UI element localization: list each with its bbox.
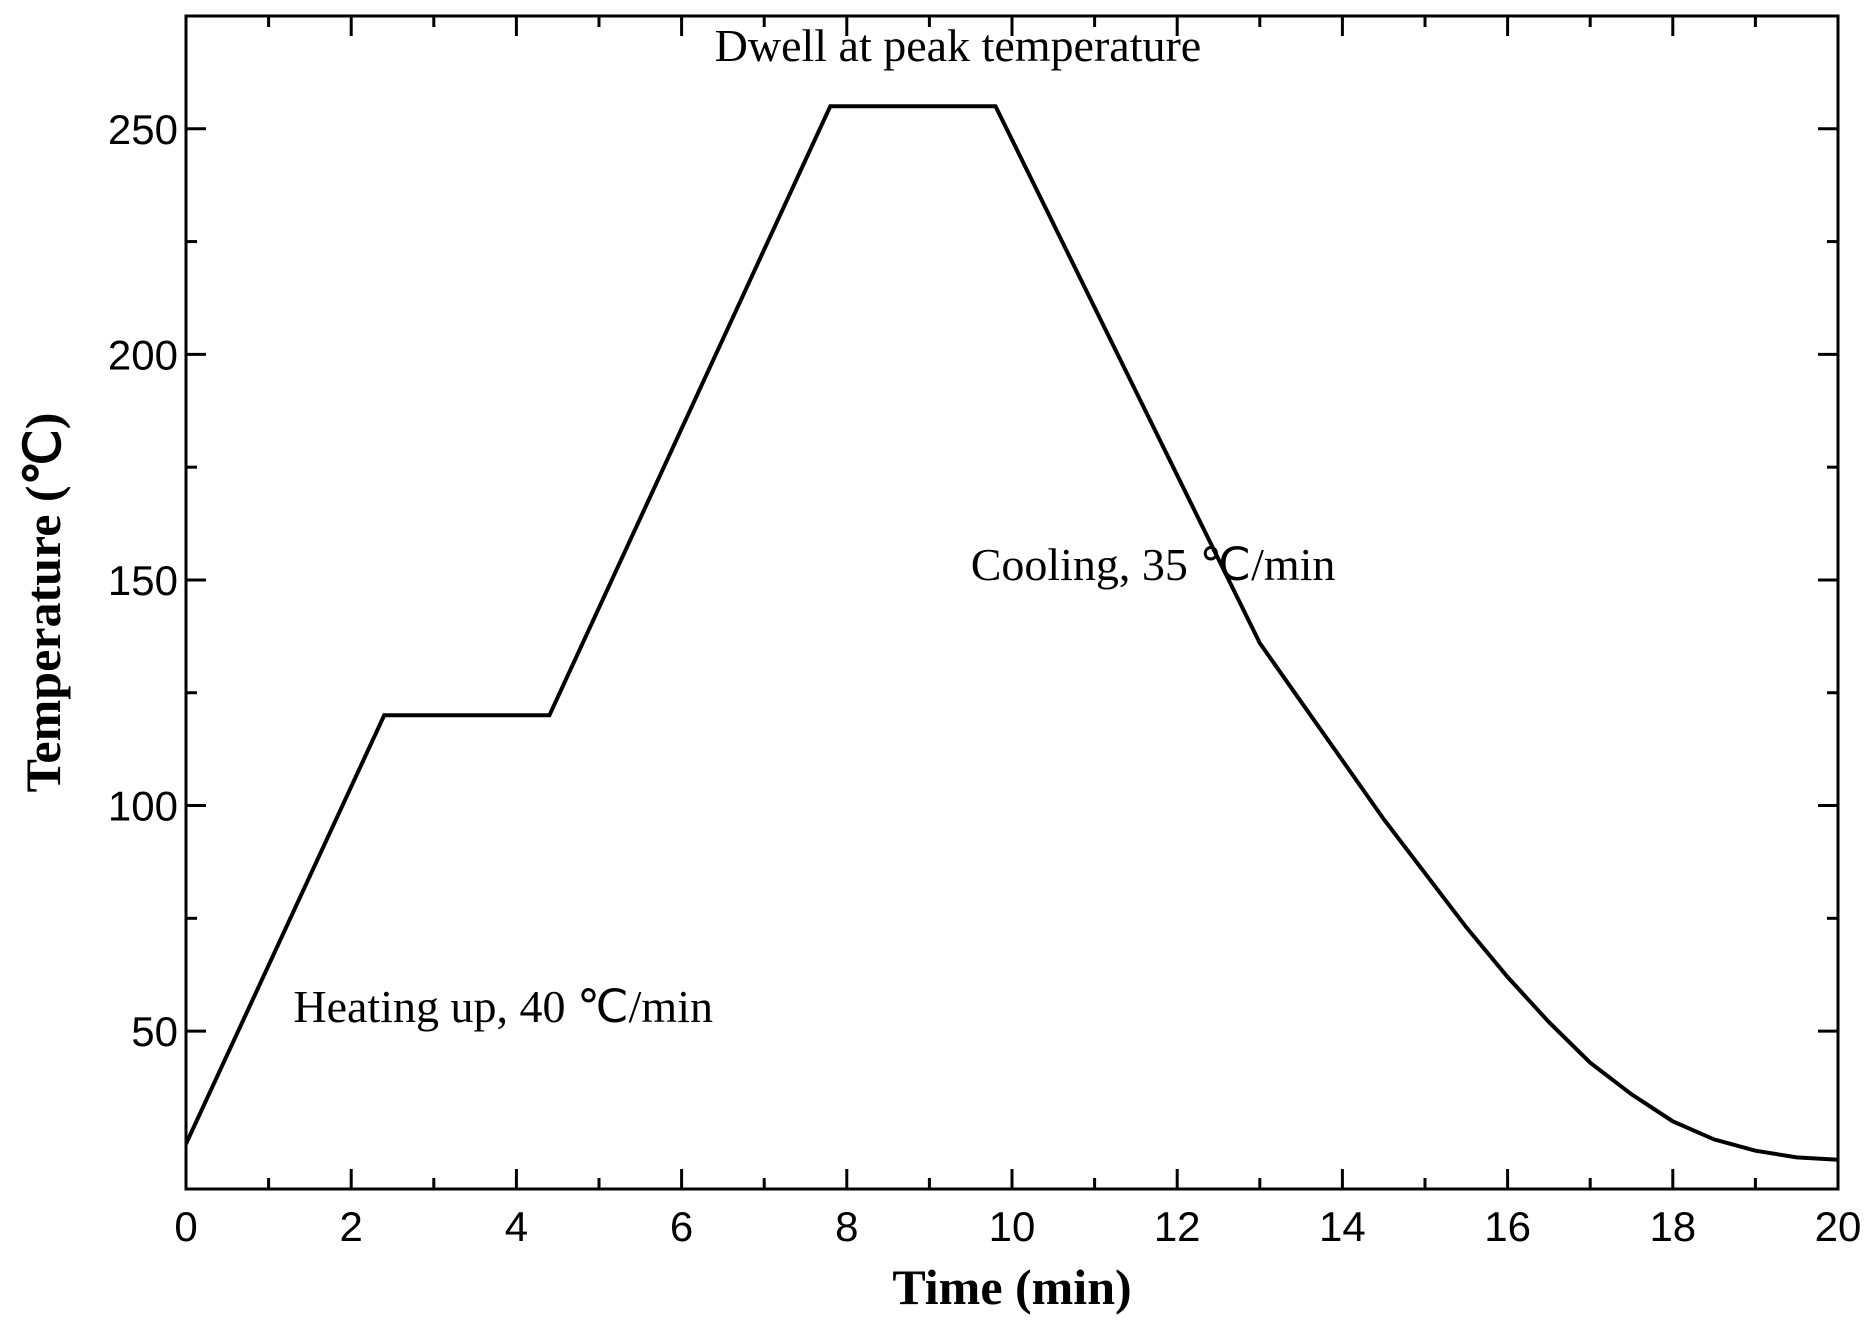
annotation-label: Dwell at peak temperature: [715, 20, 1202, 71]
series-layer: [184, 104, 1839, 1162]
x-tick-label: 2: [340, 1203, 363, 1250]
temperature-profile-line: [184, 104, 1839, 1162]
annotation-label: Heating up, 40 ℃/min: [293, 981, 713, 1032]
x-tick-label: 12: [1154, 1203, 1201, 1250]
y-tick-label: 100: [108, 783, 178, 830]
annotations-layer: Heating up, 40 ℃/min Dwell at peak temper…: [293, 20, 1335, 1032]
x-axis-title: Time (min): [892, 1259, 1131, 1315]
x-tick-label: 8: [835, 1203, 858, 1250]
x-tick-label: 16: [1484, 1203, 1531, 1250]
y-tick-label: 250: [108, 106, 178, 153]
x-tick-label: 0: [174, 1203, 197, 1250]
x-tick-label: 4: [505, 1203, 528, 1250]
x-tick-label: 20: [1815, 1203, 1862, 1250]
y-axis-title: Temperature (℃): [15, 413, 71, 793]
annotation-label: Cooling, 35 ℃/min: [971, 539, 1336, 590]
x-tick-label: 6: [670, 1203, 693, 1250]
x-tick-label: 10: [989, 1203, 1036, 1250]
x-tick-label: 18: [1649, 1203, 1696, 1250]
x-tick-label: 14: [1319, 1203, 1366, 1250]
y-tick-label: 200: [108, 331, 178, 378]
y-tick-label: 150: [108, 557, 178, 604]
plot-frame: [184, 14, 1840, 1191]
ticks-layer: 0 2 4 6 8 10 12 14 16 18 20 50 100 150 200 250: [108, 16, 1861, 1250]
y-tick-label: 50: [131, 1008, 178, 1055]
